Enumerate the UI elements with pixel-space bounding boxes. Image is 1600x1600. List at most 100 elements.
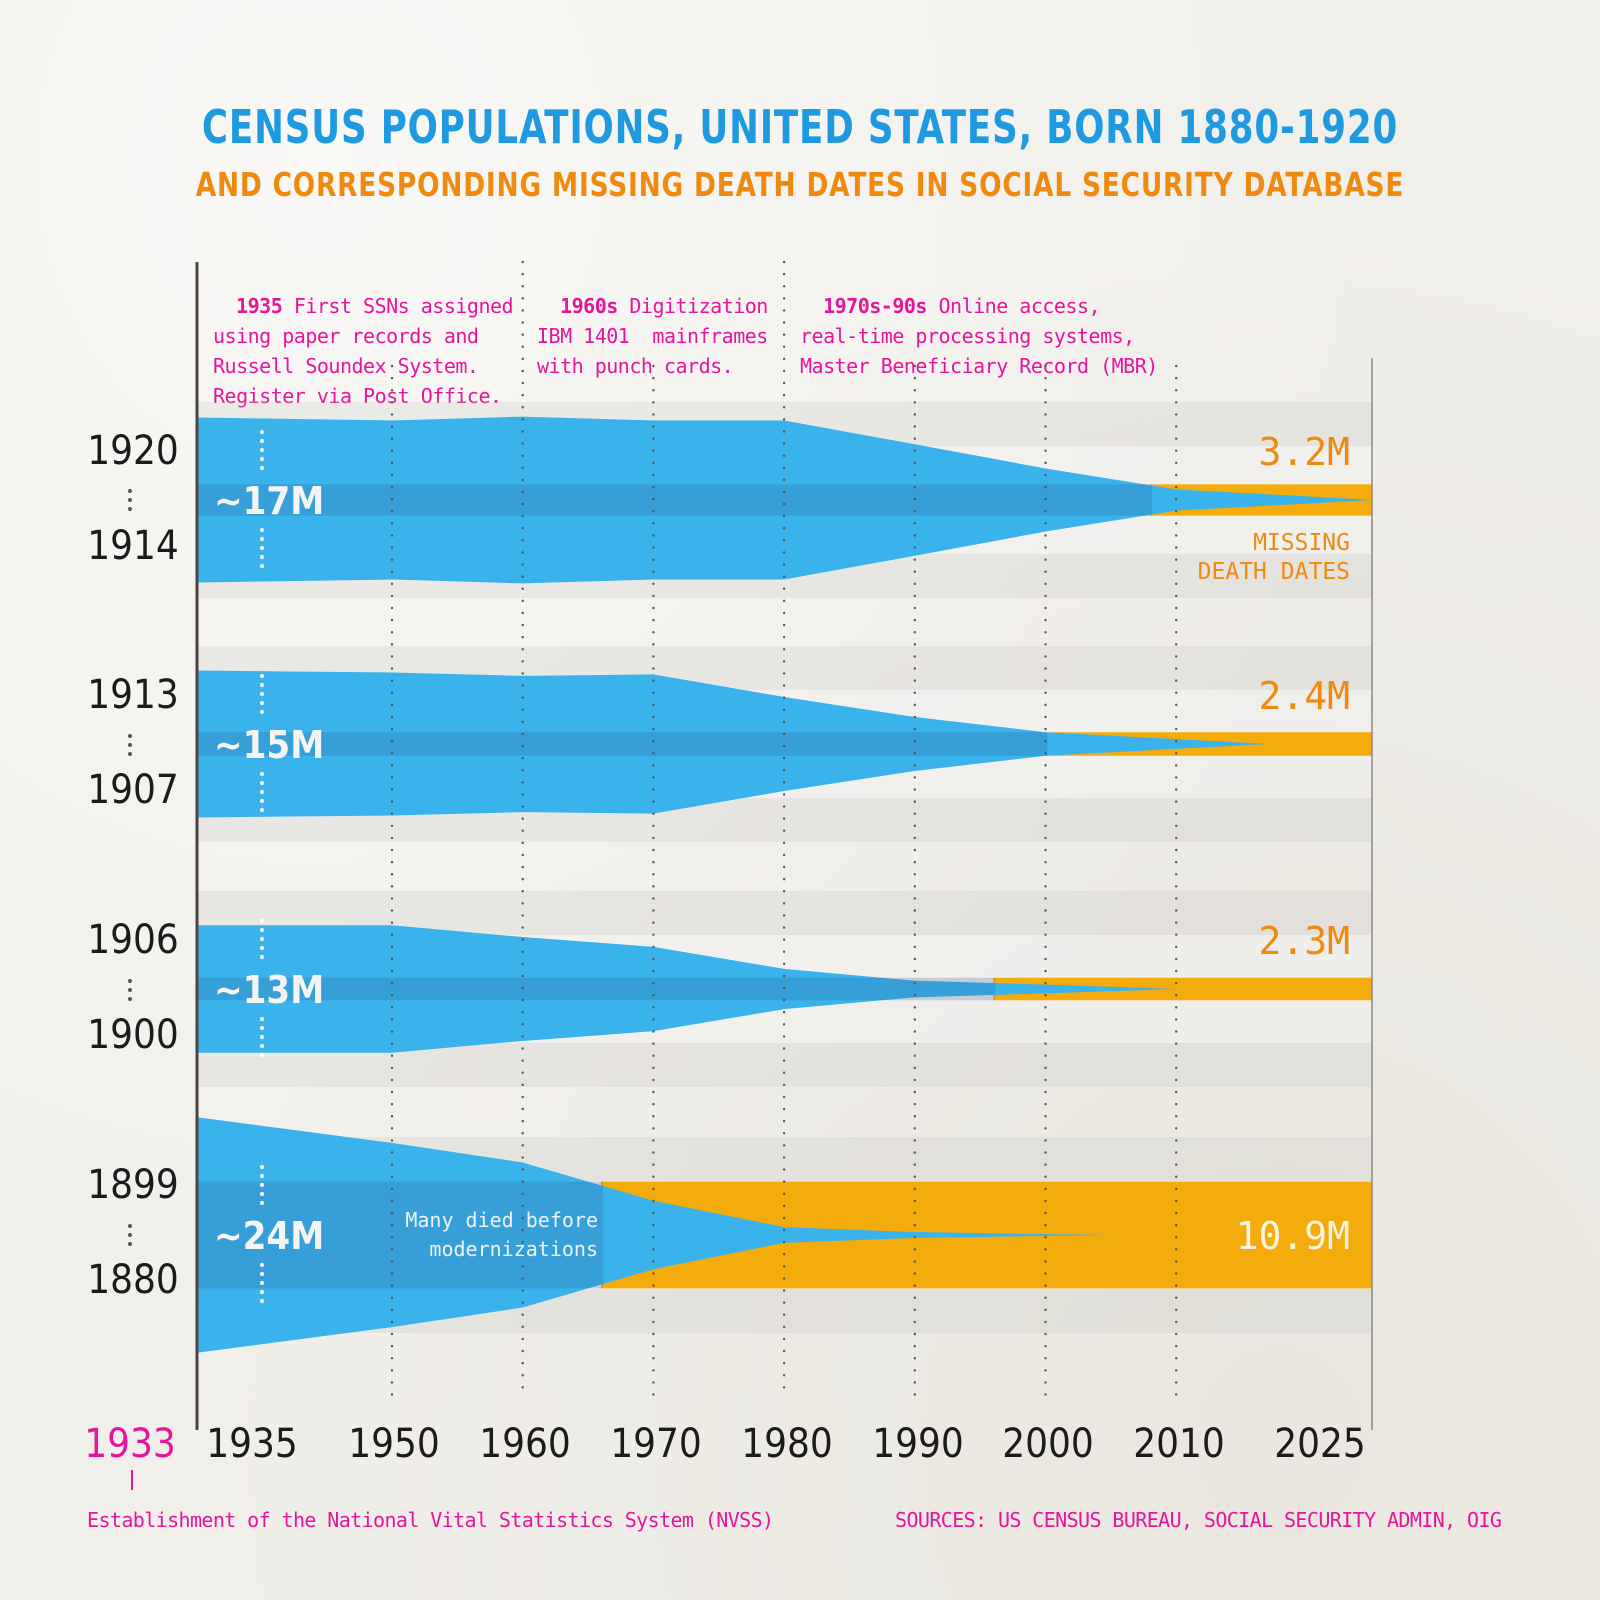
dot <box>260 710 264 714</box>
x-tick-label: 1970 <box>610 1421 702 1467</box>
nvss-note: Establishment of the National Vital Stat… <box>87 1508 774 1532</box>
population-area <box>198 416 1373 584</box>
x-tick-label: 1960 <box>479 1421 571 1467</box>
dot <box>260 692 264 696</box>
annotation-1935: 1935 First SSNs assigned using paper reco… <box>213 261 514 411</box>
population-area <box>198 1117 1111 1353</box>
y-label-born-from: 1914 <box>87 523 179 569</box>
x-tick-label: 2000 <box>1002 1421 1094 1467</box>
x-tick-label: 2025 <box>1274 1421 1366 1467</box>
census-population-label: ~17M <box>214 479 324 523</box>
dot <box>260 772 264 776</box>
x-tick-label: 1935 <box>206 1421 298 1467</box>
cohort-band <box>198 646 1372 842</box>
cohort-note: modernizations <box>429 1237 598 1261</box>
dot <box>260 564 264 568</box>
population-area <box>198 925 1177 1053</box>
cohort-band <box>198 1117 1372 1353</box>
annotation-line: real-time processing systems, <box>800 324 1135 348</box>
x-tick-label: 1950 <box>348 1421 440 1467</box>
dot <box>260 799 264 803</box>
dot <box>260 946 264 950</box>
overlap-strip <box>198 977 996 1001</box>
missing-value-label: 2.3M <box>1258 919 1350 963</box>
dot <box>260 430 264 434</box>
dot <box>260 555 264 559</box>
annotation-year: 1960s <box>560 294 618 318</box>
dot <box>260 1035 264 1039</box>
census-marker-dots <box>260 1165 264 1303</box>
dot <box>260 919 264 923</box>
census-population-label: ~13M <box>214 968 324 1012</box>
annotation-year: 1970s-90s <box>823 294 927 318</box>
annotation-line: with punch cards. <box>537 354 734 378</box>
annotation-line: First SSNs assigned <box>293 294 514 318</box>
y-label-born-to: 1913 <box>87 672 179 718</box>
missing-value-label: 2.4M <box>1258 674 1350 718</box>
y-range-colon-icon <box>128 974 136 1006</box>
dot <box>260 537 264 541</box>
y-label-born-from: 1907 <box>87 767 179 813</box>
dot <box>260 683 264 687</box>
sources-note: SOURCES: US CENSUS BUREAU, SOCIAL SECURI… <box>895 1508 1502 1532</box>
missing-death-dates-label: MISSING <box>1253 530 1350 556</box>
y-range-colon-icon <box>128 1219 136 1251</box>
dot <box>260 1053 264 1057</box>
annotation-year: 1935 <box>236 294 283 318</box>
nvss-marker-tick <box>131 1470 133 1490</box>
overlap-strip <box>198 484 1153 516</box>
dot <box>260 808 264 812</box>
dot <box>260 1183 264 1187</box>
cohort-band <box>198 891 1372 1087</box>
annotation-line: using paper records and <box>213 324 479 348</box>
y-label-born-to: 1906 <box>87 917 179 963</box>
missing-value-label: 3.2M <box>1258 430 1350 474</box>
dot <box>260 937 264 941</box>
x-tick-label: 1980 <box>741 1421 833 1467</box>
dot <box>260 701 264 705</box>
dot <box>260 1281 264 1285</box>
overlap-strip <box>198 732 1048 756</box>
y-range-colon-icon <box>128 484 136 516</box>
annotation-line: Online access, <box>938 294 1101 318</box>
dot <box>260 439 264 443</box>
dot <box>260 1044 264 1048</box>
missing-death-dates-bar <box>993 977 1372 1001</box>
dot <box>260 528 264 532</box>
dot <box>260 1201 264 1205</box>
overlap-strip <box>198 1181 604 1289</box>
y-label-born-to: 1920 <box>87 428 179 474</box>
dot <box>260 674 264 678</box>
dot <box>260 1299 264 1303</box>
dot <box>260 790 264 794</box>
dot <box>260 1174 264 1178</box>
annotation-1970s-90s: 1970s-90s Online access, real-time proces… <box>800 261 1158 381</box>
census-marker-dots <box>260 430 264 568</box>
annotation-line: Register via Post Office. <box>213 384 502 408</box>
x-tick-label: 1990 <box>872 1421 964 1467</box>
dot <box>260 955 264 959</box>
annotation-1960s: 1960s Digitization IBM 1401 mainframes wit… <box>537 261 768 381</box>
annotation-line: IBM 1401 mainframes <box>537 324 768 348</box>
dot <box>260 546 264 550</box>
census-population-label: ~24M <box>214 1214 324 1258</box>
dot <box>260 1165 264 1169</box>
dot <box>260 1192 264 1196</box>
dot <box>260 781 264 785</box>
y-label-born-from: 1900 <box>87 1012 179 1058</box>
chart-subtitle: AND CORRESPONDING MISSING DEATH DATES IN… <box>195 165 1405 204</box>
y-label-born-to: 1899 <box>87 1162 179 1208</box>
dot <box>260 1017 264 1021</box>
dot <box>260 1290 264 1294</box>
x-tick-label: 2010 <box>1133 1421 1225 1467</box>
dot <box>260 1272 264 1276</box>
annotation-line: Master Beneficiary Record (MBR) <box>800 354 1158 378</box>
census-marker-dots <box>260 674 264 812</box>
missing-value-label: 10.9M <box>1236 1214 1350 1258</box>
census-marker-dots <box>260 919 264 1057</box>
y-range-colon-icon <box>128 729 136 761</box>
dot <box>260 928 264 932</box>
missing-death-dates-label: DEATH DATES <box>1198 559 1350 585</box>
dot <box>260 466 264 470</box>
